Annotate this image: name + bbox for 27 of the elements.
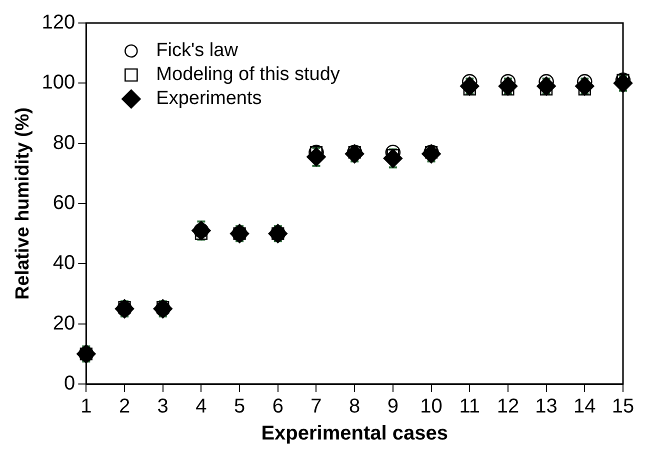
x-tick-label: 3 bbox=[157, 396, 168, 418]
y-tick-label: 100 bbox=[42, 72, 76, 94]
y-tick-label: 0 bbox=[64, 372, 76, 395]
legend-label: Modeling of this study bbox=[156, 64, 340, 86]
x-tick-label: 13 bbox=[535, 396, 558, 418]
x-tick-label: 4 bbox=[196, 396, 207, 418]
x-tick-label: 6 bbox=[272, 396, 284, 418]
legend-label: Fick's law bbox=[156, 40, 238, 62]
x-tick-label: 1 bbox=[80, 396, 92, 418]
x-tick-label: 15 bbox=[612, 396, 634, 418]
y-axis-title: Relative humidity (%) bbox=[12, 107, 34, 300]
x-axis-title: Experimental cases bbox=[261, 422, 448, 445]
y-tick-label: 40 bbox=[52, 252, 76, 274]
y-tick-label: 120 bbox=[42, 12, 76, 34]
x-tick-label: 7 bbox=[310, 396, 322, 418]
y-tick-label: 60 bbox=[52, 192, 76, 214]
x-tick-label: 8 bbox=[349, 396, 360, 418]
x-tick-label: 11 bbox=[459, 396, 480, 418]
x-tick-label: 14 bbox=[574, 396, 596, 418]
legend-label: Experiments bbox=[156, 88, 262, 110]
x-tick-label: 5 bbox=[234, 396, 246, 418]
x-tick-label: 10 bbox=[420, 396, 442, 418]
y-tick-label: 80 bbox=[52, 132, 76, 154]
y-tick-label: 20 bbox=[52, 312, 76, 334]
x-tick-label: 12 bbox=[496, 396, 520, 418]
x-tick-label: 2 bbox=[118, 396, 130, 418]
x-tick-label: 9 bbox=[387, 396, 398, 418]
